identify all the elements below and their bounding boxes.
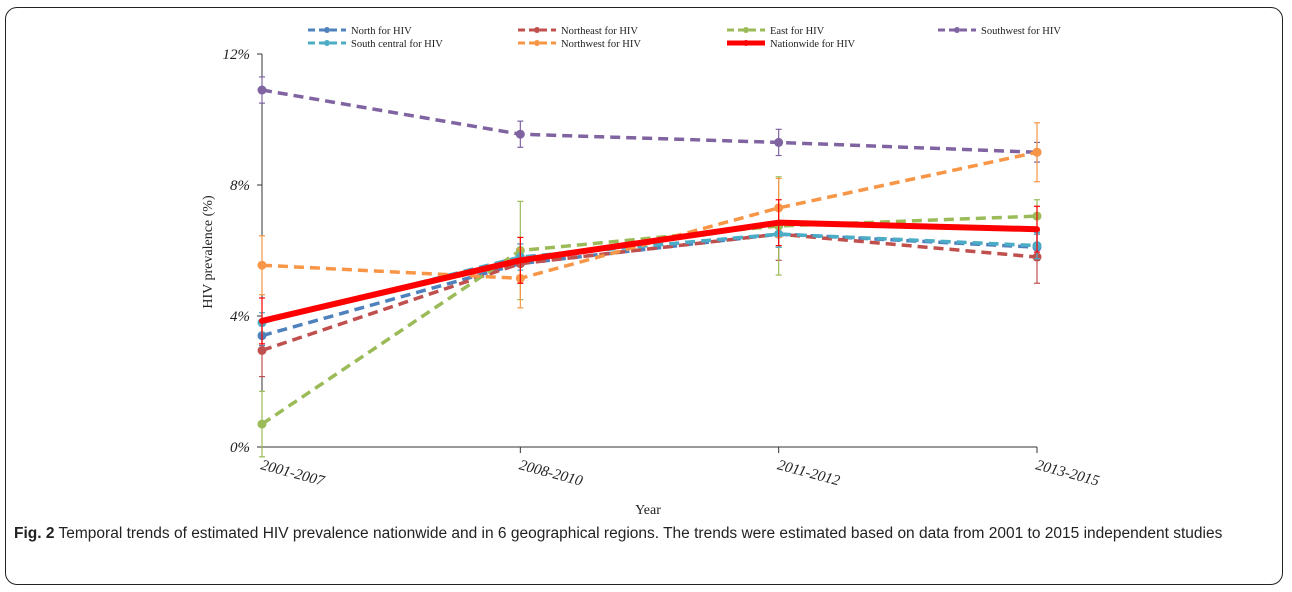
y-axis-title: HIV prevalence (%) bbox=[201, 195, 216, 309]
chart-legend: North for HIV Northeast for HIV East for H… bbox=[308, 26, 1061, 50]
x-axis-title: Year bbox=[635, 503, 661, 518]
series-line bbox=[261, 214, 1038, 426]
legend-item: North for HIV bbox=[308, 26, 412, 37]
x-tick-label: 2001-2007 bbox=[259, 457, 327, 490]
legend-marker bbox=[743, 27, 749, 33]
y-tick-label: 0% bbox=[230, 440, 250, 456]
y-tick-label: 4% bbox=[230, 309, 250, 325]
legend-marker bbox=[534, 40, 540, 46]
series-southwest-for-hiv bbox=[257, 76, 1042, 163]
legend-item: South central for HIV bbox=[308, 39, 443, 50]
legend-label: South central for HIV bbox=[351, 39, 443, 50]
legend-marker bbox=[954, 27, 960, 33]
legend-label: Nationwide for HIV bbox=[770, 39, 856, 50]
legend-item: Nationwide for HIV bbox=[727, 39, 856, 50]
legend-label: North for HIV bbox=[351, 26, 412, 37]
data-point bbox=[1032, 147, 1042, 157]
figure-frame bbox=[5, 7, 1283, 585]
series-line bbox=[261, 232, 1038, 338]
legend-label: East for HIV bbox=[770, 26, 825, 37]
data-point bbox=[257, 85, 267, 95]
x-tick-label: 2011-2012 bbox=[776, 457, 842, 489]
legend-marker bbox=[743, 40, 749, 46]
data-point bbox=[257, 260, 267, 270]
data-point bbox=[257, 345, 267, 355]
figure-label: Fig. 2 bbox=[14, 525, 55, 542]
line-chart: North for HIV Northeast for HIV East for H… bbox=[201, 26, 1101, 518]
x-axis: 2001-2007 2008-2010 2011-2012 2013-2015 bbox=[259, 446, 1101, 490]
data-point bbox=[774, 137, 784, 147]
legend-marker bbox=[324, 27, 330, 33]
series-layer bbox=[257, 76, 1042, 458]
x-tick-label: 2013-2015 bbox=[1034, 457, 1101, 489]
series-line bbox=[261, 88, 1038, 154]
legend-item: Southwest for HIV bbox=[938, 26, 1061, 37]
y-tick-label: 12% bbox=[223, 47, 251, 63]
legend-marker bbox=[324, 40, 330, 46]
legend-label: Southwest for HIV bbox=[981, 26, 1061, 37]
series-line bbox=[261, 232, 1038, 353]
series-line bbox=[259, 219, 1040, 324]
data-point bbox=[515, 129, 525, 139]
figure-caption: Fig. 2 Temporal trends of estimated HIV … bbox=[14, 523, 1276, 544]
legend-label: Northeast for HIV bbox=[561, 26, 638, 37]
legend-marker bbox=[534, 27, 540, 33]
y-tick-label: 8% bbox=[230, 178, 250, 194]
y-axis: 0% 4% 8% 12% bbox=[223, 47, 263, 456]
legend-item: East for HIV bbox=[727, 26, 825, 37]
series-northwest-for-hiv bbox=[257, 122, 1042, 309]
x-tick-label: 2008-2010 bbox=[517, 457, 584, 489]
series-nationwide-for-hiv bbox=[259, 199, 1040, 345]
figure-caption-text: Temporal trends of estimated HIV prevale… bbox=[58, 525, 1223, 542]
legend-item: Northeast for HIV bbox=[518, 26, 638, 37]
series-line bbox=[261, 150, 1038, 281]
series-east-for-hiv bbox=[257, 176, 1042, 458]
legend-label: Northwest for HIV bbox=[561, 39, 641, 50]
legend-item: Northwest for HIV bbox=[518, 39, 641, 50]
data-point bbox=[257, 419, 267, 429]
